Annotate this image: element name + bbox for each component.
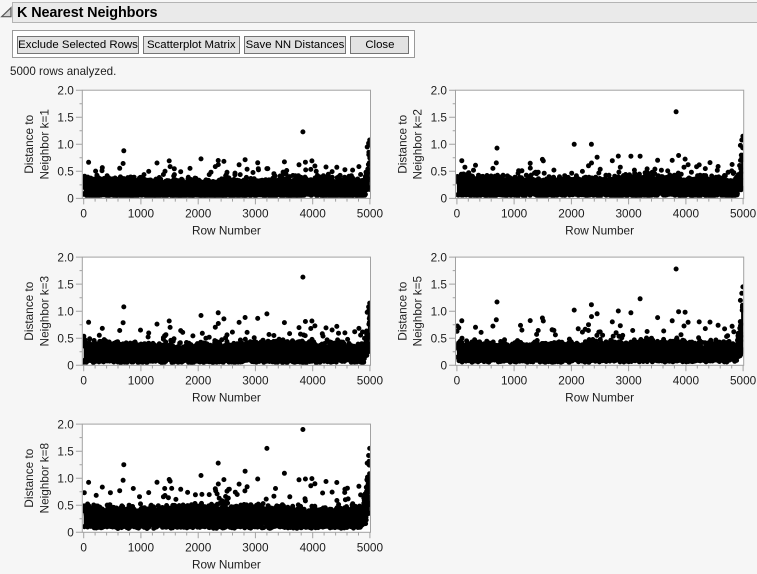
svg-text:4000: 4000: [673, 373, 700, 387]
svg-text:4000: 4000: [673, 206, 700, 220]
svg-text:1000: 1000: [128, 206, 155, 220]
svg-text:1.0: 1.0: [57, 471, 74, 485]
svg-text:1.5: 1.5: [57, 277, 74, 291]
svg-text:5000: 5000: [357, 540, 384, 554]
svg-text:3000: 3000: [615, 373, 642, 387]
svg-text:3000: 3000: [242, 540, 269, 554]
svg-text:4000: 4000: [300, 206, 327, 220]
svg-text:2000: 2000: [185, 540, 212, 554]
svg-text:Row Number: Row Number: [565, 390, 634, 404]
svg-text:Neighbor k=3: Neighbor k=3: [37, 276, 51, 347]
svg-text:Neighbor k=8: Neighbor k=8: [37, 443, 51, 514]
svg-text:0.5: 0.5: [57, 165, 74, 179]
svg-text:2.0: 2.0: [431, 250, 448, 264]
svg-text:1000: 1000: [501, 373, 528, 387]
svg-text:Distance to: Distance to: [395, 281, 409, 340]
svg-text:1.0: 1.0: [431, 138, 448, 152]
svg-text:Neighbor k=1: Neighbor k=1: [37, 109, 51, 180]
svg-text:1.0: 1.0: [57, 304, 74, 318]
svg-text:0.5: 0.5: [431, 331, 448, 345]
svg-text:3000: 3000: [242, 373, 269, 387]
svg-text:0: 0: [440, 192, 447, 206]
svg-text:Neighbor k=2: Neighbor k=2: [411, 109, 425, 180]
svg-text:1.5: 1.5: [431, 111, 448, 125]
svg-text:5000: 5000: [730, 373, 757, 387]
svg-text:1.5: 1.5: [431, 277, 448, 291]
svg-text:1.0: 1.0: [57, 138, 74, 152]
svg-text:Row Number: Row Number: [192, 557, 261, 571]
svg-text:1.5: 1.5: [57, 111, 74, 125]
svg-text:2000: 2000: [558, 206, 585, 220]
svg-text:Distance to: Distance to: [22, 281, 36, 340]
svg-text:Row Number: Row Number: [565, 223, 634, 237]
svg-text:1000: 1000: [128, 373, 155, 387]
svg-text:Neighbor k=5: Neighbor k=5: [411, 276, 425, 347]
svg-text:Distance to: Distance to: [22, 448, 36, 507]
svg-text:2.0: 2.0: [57, 417, 74, 431]
svg-text:0: 0: [454, 373, 461, 387]
svg-text:0: 0: [80, 206, 87, 220]
svg-text:3000: 3000: [615, 206, 642, 220]
svg-text:2000: 2000: [185, 373, 212, 387]
svg-text:0: 0: [80, 540, 87, 554]
svg-text:1.5: 1.5: [57, 444, 74, 458]
svg-text:2.0: 2.0: [431, 83, 448, 97]
svg-text:Distance to: Distance to: [395, 114, 409, 173]
svg-text:5000: 5000: [357, 373, 384, 387]
svg-text:Distance to: Distance to: [22, 114, 36, 173]
svg-text:0: 0: [67, 192, 74, 206]
svg-text:5000: 5000: [357, 206, 384, 220]
svg-text:2000: 2000: [558, 373, 585, 387]
svg-text:2.0: 2.0: [57, 250, 74, 264]
svg-text:0.5: 0.5: [57, 499, 74, 513]
svg-text:0.5: 0.5: [57, 331, 74, 345]
svg-text:3000: 3000: [242, 206, 269, 220]
svg-text:0: 0: [67, 359, 74, 373]
svg-text:4000: 4000: [300, 373, 327, 387]
svg-text:Row Number: Row Number: [192, 390, 261, 404]
svg-text:Row Number: Row Number: [192, 223, 261, 237]
svg-text:5000: 5000: [730, 206, 757, 220]
svg-text:2.0: 2.0: [57, 83, 74, 97]
svg-text:0: 0: [67, 526, 74, 540]
svg-text:2000: 2000: [185, 206, 212, 220]
svg-text:0: 0: [454, 206, 461, 220]
svg-text:1.0: 1.0: [431, 304, 448, 318]
svg-text:4000: 4000: [300, 540, 327, 554]
svg-text:0: 0: [80, 373, 87, 387]
svg-text:1000: 1000: [128, 540, 155, 554]
svg-text:0.5: 0.5: [431, 165, 448, 179]
svg-text:1000: 1000: [501, 206, 528, 220]
svg-text:0: 0: [440, 359, 447, 373]
